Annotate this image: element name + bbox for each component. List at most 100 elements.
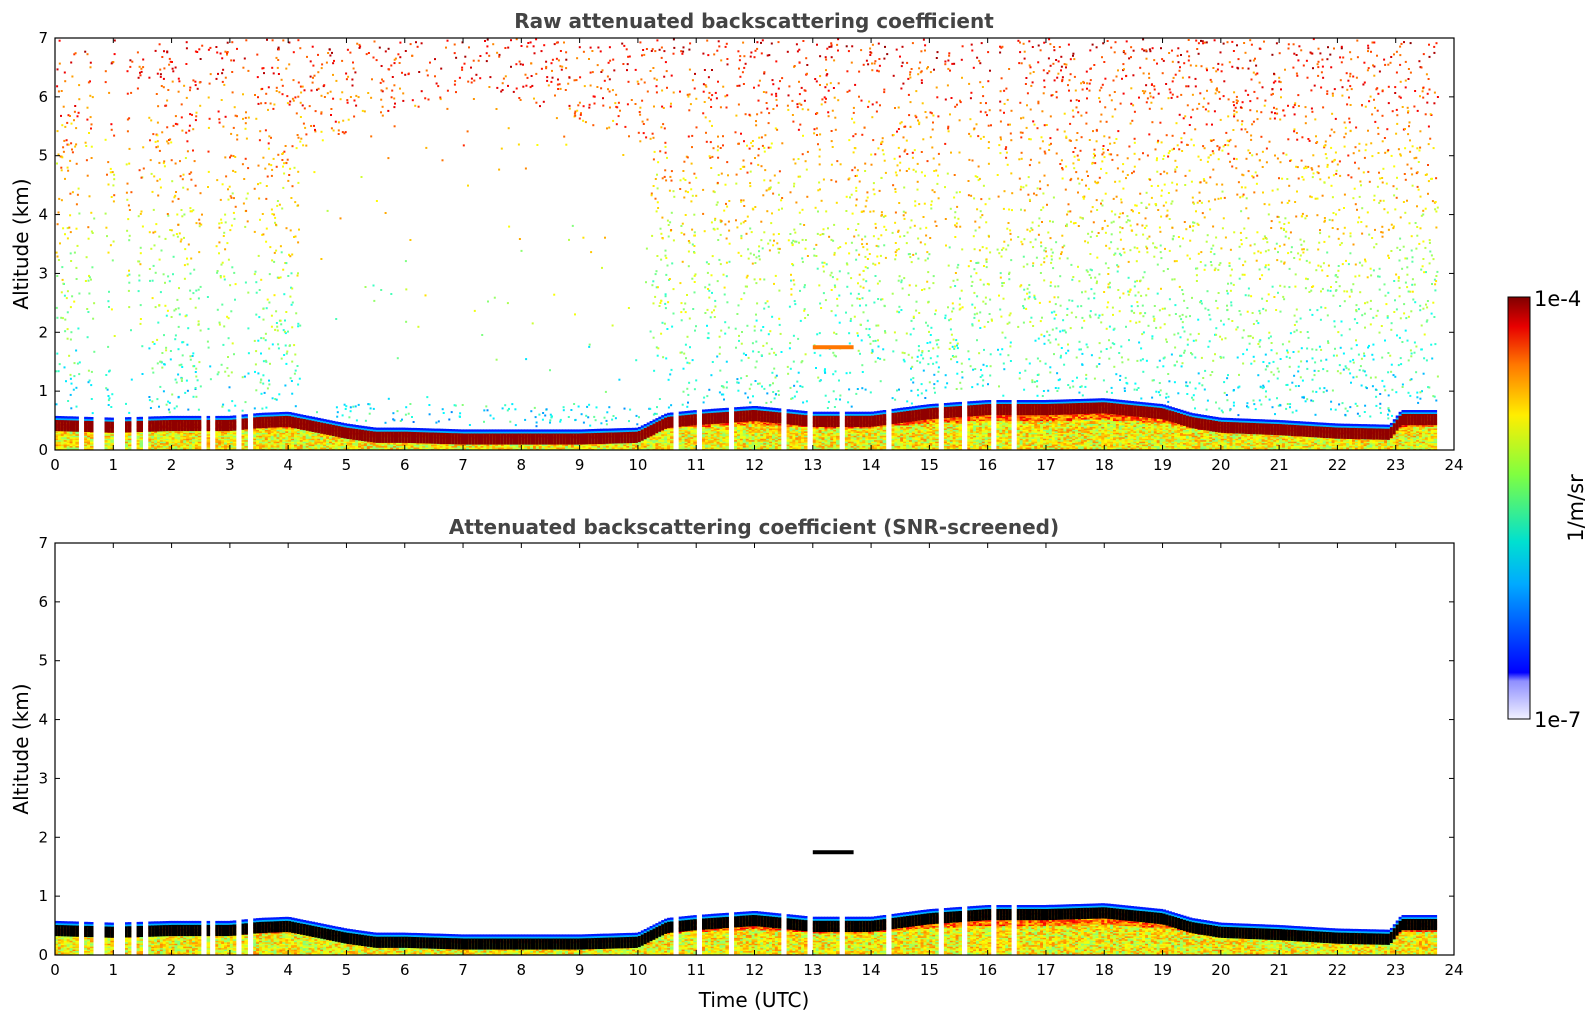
heatmap-cell <box>177 430 181 433</box>
heatmap-cell <box>177 415 181 419</box>
heatmap-cell <box>186 417 190 420</box>
heatmap-cell <box>276 444 280 447</box>
noise-cell <box>260 352 262 355</box>
noise-cell <box>268 301 271 304</box>
noise-cell <box>290 272 293 275</box>
heatmap-cell <box>299 448 304 450</box>
noise-cell <box>636 80 639 83</box>
heatmap-cell <box>270 448 275 450</box>
noise-cell <box>611 324 614 327</box>
noise-cell <box>66 121 69 124</box>
heatmap-cell <box>363 448 368 450</box>
heatmap-cell <box>299 439 304 442</box>
heatmap-cell <box>349 424 353 427</box>
heatmap-cell <box>107 444 111 447</box>
heatmap-cell <box>302 433 307 436</box>
noise-cell <box>174 338 177 341</box>
noise-cell <box>639 106 642 109</box>
heatmap-cell <box>159 438 164 441</box>
heatmap-cell <box>168 439 173 442</box>
heatmap-cell <box>215 441 219 444</box>
heatmap-cell <box>104 432 108 435</box>
heatmap-cell <box>425 430 429 433</box>
noise-cell <box>337 129 340 132</box>
heatmap-cell <box>305 438 310 441</box>
heatmap-cell <box>331 438 336 441</box>
noise-cell <box>64 318 67 321</box>
heatmap-cell <box>75 435 79 438</box>
heatmap-cell <box>264 432 269 435</box>
heatmap-cell <box>329 438 333 441</box>
heatmap-cell <box>355 448 359 450</box>
heatmap-cell <box>256 447 260 450</box>
heatmap-cell <box>125 419 129 422</box>
heatmap-cell <box>337 448 342 450</box>
noise-cell <box>371 78 373 81</box>
heatmap-cell <box>366 447 371 450</box>
heatmap-cell <box>221 432 225 435</box>
heatmap-cell <box>294 415 298 418</box>
noise-cell <box>209 46 212 49</box>
heatmap-cell <box>55 448 59 450</box>
heatmap-cell <box>157 438 161 441</box>
noise-cell <box>75 162 78 165</box>
noise-cell <box>487 300 489 303</box>
noise-cell <box>268 163 271 166</box>
noise-cell <box>137 290 140 293</box>
heatmap-cell <box>183 438 187 441</box>
heatmap-cell <box>279 436 283 439</box>
heatmap-cell <box>433 432 438 444</box>
noise-cell <box>396 357 399 360</box>
noise-cell <box>257 254 260 257</box>
heatmap-cell <box>396 431 400 443</box>
noise-cell <box>165 346 168 349</box>
noise-cell <box>275 223 277 226</box>
noise-cell <box>195 367 198 370</box>
heatmap-cell <box>363 441 368 444</box>
heatmap-cell <box>291 441 295 444</box>
noise-cell <box>655 85 658 88</box>
heatmap-cell <box>57 447 62 450</box>
noise-cell <box>139 246 142 249</box>
heatmap-cell <box>329 441 333 444</box>
noise-cell <box>531 84 534 87</box>
noise-cell <box>242 117 244 120</box>
noise-cell <box>264 167 267 170</box>
heatmap-cell <box>218 432 222 435</box>
heatmap-cell <box>151 441 155 444</box>
heatmap-cell <box>273 444 278 447</box>
noise-cell <box>64 233 66 236</box>
noise-cell <box>574 418 577 421</box>
heatmap-cell <box>259 432 263 435</box>
heatmap-cell <box>151 433 155 436</box>
heatmap-cell <box>428 445 432 448</box>
heatmap-cell <box>276 415 280 428</box>
heatmap-cell <box>276 448 280 450</box>
heatmap-cell <box>189 430 193 433</box>
noise-cell <box>559 87 562 90</box>
noise-cell <box>242 202 245 205</box>
noise-cell <box>216 271 219 274</box>
noise-cell <box>346 48 349 51</box>
heatmap-cell <box>90 420 94 433</box>
noise-cell <box>258 197 261 200</box>
heatmap-cell <box>244 432 248 435</box>
noise-cell <box>164 281 166 284</box>
heatmap-cell <box>154 436 158 439</box>
noise-cell <box>244 116 247 119</box>
heatmap-cell <box>215 436 219 439</box>
heatmap-cell <box>221 436 225 439</box>
heatmap-cell <box>384 448 388 450</box>
noise-cell <box>498 168 501 171</box>
noise-cell <box>320 130 323 133</box>
noise-cell <box>168 139 170 141</box>
heatmap-cell <box>180 432 184 435</box>
noise-cell <box>257 372 260 375</box>
noise-cell <box>271 168 274 171</box>
noise-cell <box>270 314 273 317</box>
noise-cell <box>271 259 274 262</box>
noise-cell <box>545 60 548 63</box>
heatmap-cell <box>180 430 184 433</box>
heatmap-cell <box>244 430 248 433</box>
heatmap-cell <box>308 417 313 421</box>
